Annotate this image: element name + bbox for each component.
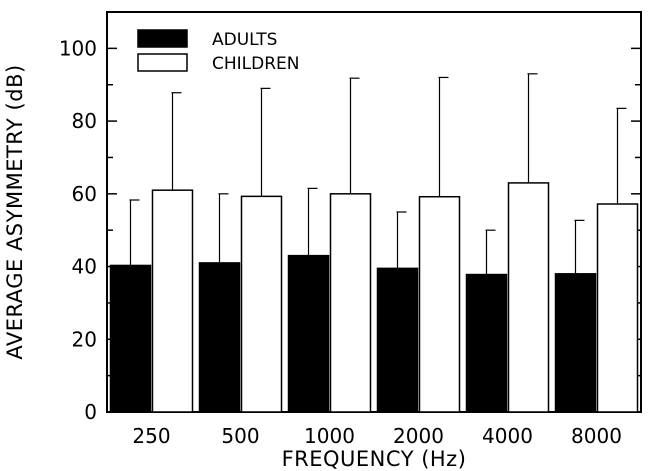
x-tick-label: 4000 bbox=[482, 424, 533, 448]
bar-children bbox=[418, 195, 461, 413]
legend-swatch-children bbox=[137, 53, 188, 72]
y-tick-label: 0 bbox=[84, 400, 97, 424]
bar-children bbox=[240, 195, 283, 413]
bars-group bbox=[109, 182, 639, 413]
plot-frame bbox=[106, 11, 642, 413]
x-tick-label: 500 bbox=[221, 424, 259, 448]
bar-adults bbox=[287, 254, 330, 413]
bar-children bbox=[151, 189, 194, 413]
bar-children bbox=[507, 182, 550, 413]
legend-swatch-adults bbox=[137, 29, 188, 48]
x-tick-label: 250 bbox=[132, 424, 170, 448]
y-tick-label: 80 bbox=[72, 109, 97, 133]
bar-adults bbox=[465, 273, 508, 413]
y-tick-label: 60 bbox=[72, 182, 97, 206]
x-axis-tick-labels: 250 500 1000 2000 4000 8000 bbox=[132, 424, 622, 448]
x-tick-label: 2000 bbox=[393, 424, 444, 448]
error-bars-group bbox=[129, 73, 627, 275]
legend-label-children: CHILDREN bbox=[212, 54, 300, 74]
y-tick-label: 100 bbox=[59, 36, 97, 60]
legend: ADULTS CHILDREN bbox=[137, 29, 300, 74]
legend-label-adults: ADULTS bbox=[212, 30, 277, 50]
x-tick-label: 1000 bbox=[304, 424, 355, 448]
y-tick-label: 40 bbox=[72, 255, 97, 279]
bar-adults bbox=[376, 267, 419, 413]
x-tick-label: 8000 bbox=[571, 424, 622, 448]
x-axis-title: FREQUENCY (Hz) bbox=[282, 447, 467, 471]
bar-adults bbox=[109, 264, 152, 413]
y-axis-tick-labels: 0 20 40 60 80 100 bbox=[59, 36, 97, 424]
bar-children bbox=[596, 203, 639, 413]
y-tick-label: 20 bbox=[72, 327, 97, 351]
bar-adults bbox=[554, 273, 597, 413]
bar-children bbox=[329, 193, 372, 413]
bar-adults bbox=[198, 262, 241, 413]
y-axis-title: AVERAGE ASYMMETRY (dB) bbox=[3, 64, 27, 359]
